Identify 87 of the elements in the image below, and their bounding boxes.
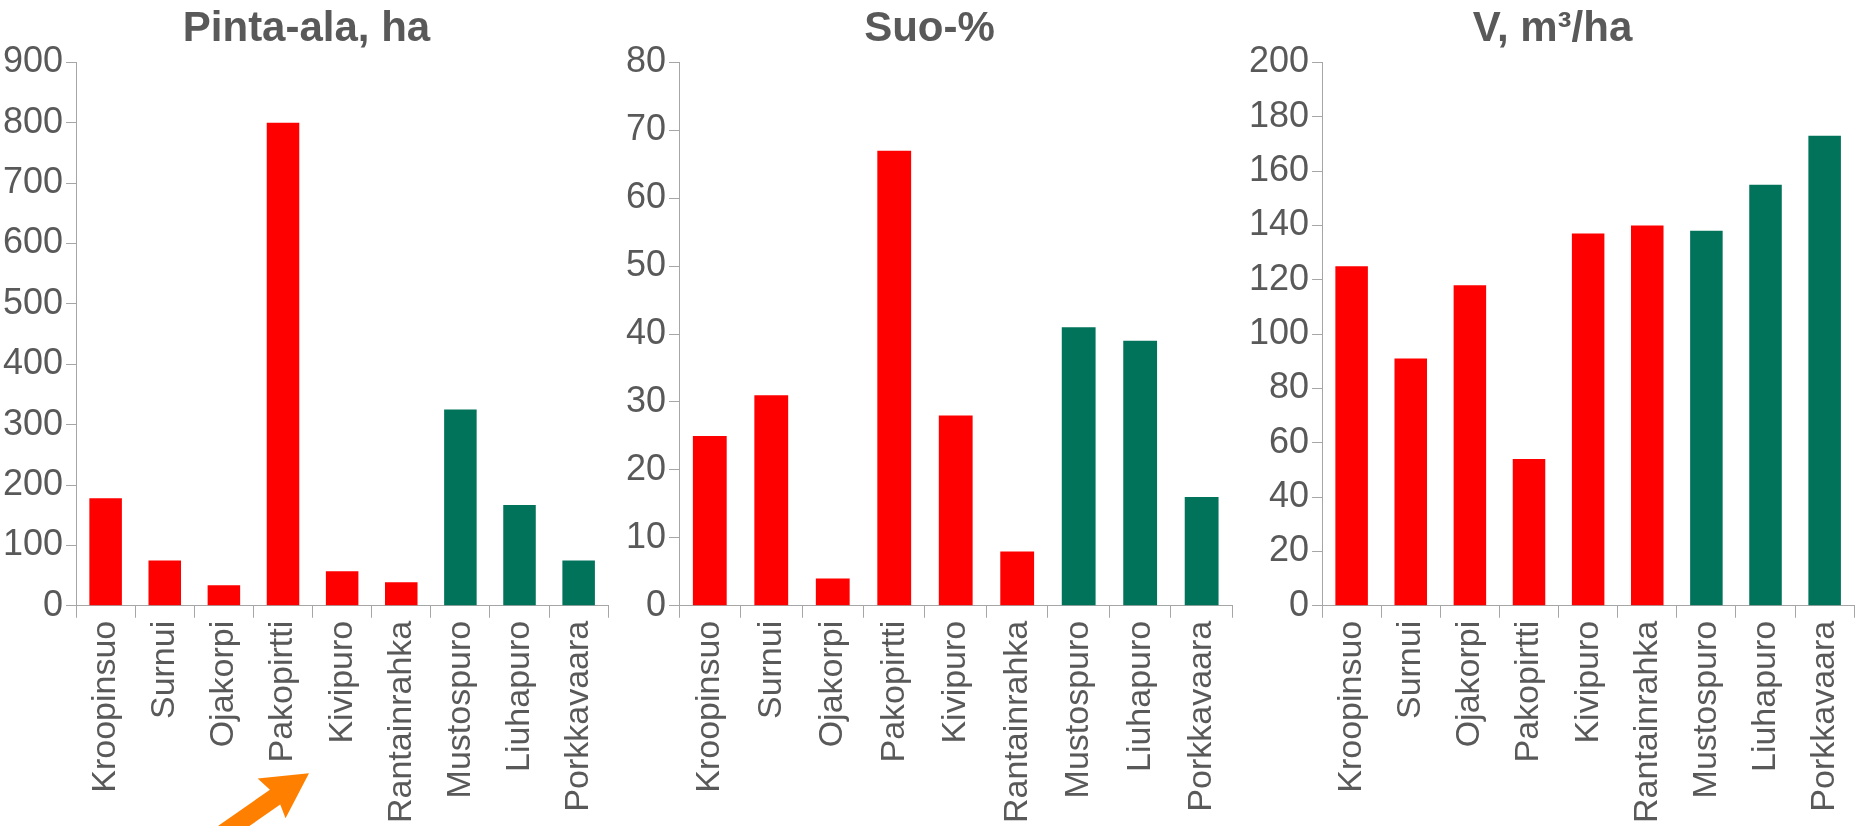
- x-tick-label: Pakopirtti: [872, 620, 911, 763]
- x-tick-label: Surnui: [143, 620, 182, 720]
- x-tick-label: Porkkavaara: [1180, 620, 1219, 812]
- x-tick-label: Rantainrahka: [379, 620, 418, 824]
- y-tick-label: 40: [1269, 474, 1310, 516]
- x-tick-label: Mustospuro: [1684, 620, 1723, 799]
- bar: [444, 409, 477, 606]
- x-tick-label: Porkkavaara: [1803, 620, 1842, 812]
- bar: [89, 498, 122, 606]
- y-tick-label: 180: [1248, 93, 1310, 135]
- x-tick-label: Liuhapuro: [1743, 620, 1782, 773]
- x-tick-label: Mustospuro: [438, 620, 477, 799]
- bar: [754, 395, 789, 606]
- bar: [148, 560, 182, 606]
- y-tick-label: 40: [626, 311, 667, 352]
- x-tick-label: Ojakorpi: [1448, 620, 1487, 748]
- x-tick-label: Kroopinsuo: [1330, 620, 1368, 793]
- y-tick-label: 0: [43, 582, 64, 624]
- y-tick-label: 200: [1248, 39, 1310, 81]
- bar: [1453, 285, 1487, 606]
- y-tick-label: 20: [626, 446, 667, 488]
- bar: [562, 560, 595, 606]
- x-tick-label: Kivipuro: [1566, 620, 1605, 744]
- bar: [385, 582, 418, 606]
- x-tick-label: Rantainrahka: [1625, 620, 1664, 824]
- y-tick-label: 100: [2, 522, 64, 564]
- y-tick-label: 20: [1269, 528, 1310, 570]
- y-tick-label: 400: [2, 341, 64, 383]
- bar: [1571, 233, 1605, 606]
- x-tick-label: Surnui: [749, 620, 788, 720]
- x-tick-label: Kroopinsuo: [84, 620, 122, 793]
- x-tick-label: Kivipuro: [934, 620, 973, 744]
- x-tick-label: Pakopirtti: [261, 620, 300, 763]
- chart-title: Suo-%: [864, 2, 995, 50]
- y-tick-label: 160: [1248, 147, 1310, 189]
- y-tick-label: 10: [626, 514, 667, 556]
- y-tick-label: 0: [646, 582, 667, 624]
- y-tick-label: 300: [2, 401, 64, 443]
- bar: [1512, 459, 1546, 606]
- x-tick-label: Ojakorpi: [811, 620, 850, 748]
- y-tick-label: 120: [1248, 256, 1310, 298]
- y-tick-label: 30: [626, 378, 667, 420]
- y-tick-label: 140: [1248, 202, 1310, 244]
- y-tick-label: 900: [2, 39, 64, 81]
- bar: [938, 415, 973, 606]
- bar: [1184, 497, 1219, 606]
- x-tick-label: Rantainrahka: [995, 620, 1034, 824]
- bar: [1061, 327, 1096, 606]
- y-tick-label: 50: [626, 243, 667, 285]
- y-tick-label: 60: [626, 175, 667, 217]
- y-tick-label: 200: [2, 461, 64, 503]
- y-tick-label: 100: [1248, 311, 1310, 352]
- y-tick-label: 60: [1269, 419, 1310, 461]
- x-tick-label: Surnui: [1389, 620, 1428, 720]
- y-tick-label: 80: [1269, 365, 1310, 407]
- y-tick-label: 0: [1289, 582, 1310, 624]
- bar: [1631, 225, 1664, 606]
- y-tick-label: 500: [2, 280, 64, 322]
- bar: [266, 122, 300, 606]
- bar: [692, 435, 727, 606]
- bar: [1123, 340, 1158, 606]
- x-tick-label: Mustospuro: [1057, 620, 1096, 799]
- bar: [1690, 230, 1723, 606]
- x-tick-label: Porkkavaara: [557, 620, 596, 812]
- y-tick-label: 70: [626, 107, 667, 149]
- x-tick-label: Kroopinsuo: [688, 620, 727, 793]
- chart-title: Pinta-ala, ha: [182, 2, 431, 50]
- bar: [207, 585, 241, 606]
- x-tick-label: Ojakorpi: [202, 620, 241, 748]
- bar: [1335, 266, 1368, 606]
- x-tick-label: Liuhapuro: [1118, 620, 1157, 773]
- bar: [815, 578, 850, 606]
- bar: [1808, 135, 1841, 606]
- bar: [325, 571, 359, 606]
- chart-title: V, m³/ha: [1472, 2, 1633, 50]
- y-tick-label: 80: [626, 39, 667, 81]
- bar: [1394, 358, 1428, 606]
- bar: [1000, 551, 1035, 606]
- y-tick-label: 700: [2, 160, 64, 202]
- x-tick-label: Kivipuro: [320, 620, 359, 744]
- bar: [1749, 184, 1782, 606]
- x-tick-label: Pakopirtti: [1507, 620, 1546, 763]
- x-tick-label: Liuhapuro: [497, 620, 536, 773]
- y-tick-label: 600: [2, 220, 64, 262]
- y-tick-label: 800: [2, 99, 64, 141]
- bar: [503, 504, 536, 606]
- bar: [877, 150, 912, 606]
